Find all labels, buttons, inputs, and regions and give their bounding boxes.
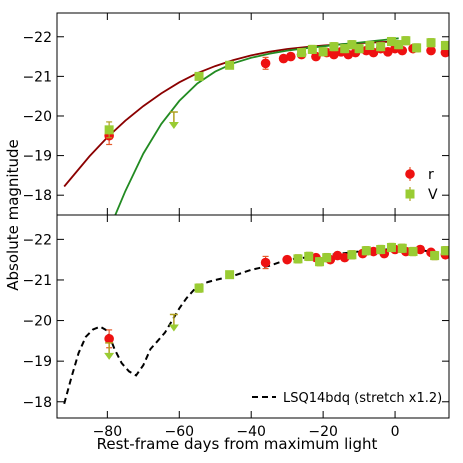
bottom-panel: −80 −60 −40 −20 0 −22 −21 −20 −19 −18 LSQ14bdq (st…: [22, 214, 450, 440]
series-v-upper-limit: [168, 111, 179, 130]
series-v-point: [401, 36, 411, 46]
series-v-point: [397, 243, 407, 253]
y-tick-label: −19: [22, 354, 52, 370]
series-r-point: [278, 53, 289, 64]
series-r-point: [260, 58, 271, 69]
y-tick-label: −21: [22, 273, 52, 289]
legend: rV: [405, 167, 438, 203]
model-curve: [63, 247, 449, 405]
series-v-point: [315, 257, 325, 267]
series-v-point: [322, 253, 332, 263]
series-v-point: [194, 283, 204, 293]
x-tick-label: −60: [165, 424, 195, 440]
x-axis-label: Rest-frame days from maximum light: [97, 435, 378, 453]
series-v-point: [225, 270, 235, 280]
legend-label-r: r: [428, 167, 434, 183]
series-r-point: [368, 246, 379, 257]
y-tick-label: −20: [22, 314, 52, 330]
series-v-point: [440, 246, 449, 256]
series-v-point: [440, 40, 449, 50]
series-v-point: [194, 71, 204, 81]
series-v-point: [225, 60, 235, 70]
series-r-point: [415, 244, 426, 255]
top-panel: −22 −21 −20 −19 −18 rV: [22, 12, 450, 216]
legend-marker-r: [405, 169, 415, 179]
series-v-point: [329, 42, 339, 52]
series-r-point: [383, 47, 393, 57]
series-v-upper-limit: [104, 342, 115, 360]
y-tick-label: −18: [22, 395, 52, 411]
y-tick-label: −22: [22, 30, 52, 46]
series-r-point: [440, 47, 449, 58]
series-v-point: [104, 125, 114, 135]
series-r-point: [260, 257, 271, 268]
series-v-point: [361, 246, 371, 256]
series-r-point: [282, 254, 292, 265]
y-tick-label: −20: [22, 109, 52, 125]
series-r-point: [311, 51, 321, 62]
y-tick-label: −18: [22, 188, 52, 204]
series-v-point: [293, 254, 303, 264]
series-v-point: [408, 247, 418, 257]
series-v-point: [430, 251, 440, 261]
series-v-point: [376, 42, 386, 52]
plot-area: [63, 36, 449, 215]
series-v-point: [412, 43, 422, 53]
series-v-point: [386, 242, 396, 252]
plot-area: [63, 242, 449, 405]
x-tick-label: −20: [308, 424, 338, 440]
y-tick-label: −19: [22, 149, 52, 165]
series-v-point: [318, 47, 328, 57]
series-v-upper-limit: [168, 313, 179, 332]
series-r-point: [285, 51, 296, 62]
y-tick-label: −21: [22, 69, 52, 85]
series-r-point: [339, 252, 350, 263]
x-tick-label: −80: [93, 424, 123, 440]
series-v-point: [394, 40, 404, 50]
series-r-point: [104, 334, 114, 344]
legend-marker-v: [405, 189, 415, 199]
series-v-point: [340, 44, 350, 54]
y-tick-label: −22: [22, 232, 52, 248]
series-v-point: [347, 40, 357, 50]
x-tick-label: 0: [391, 424, 400, 440]
legend-label-lsq14bdq: LSQ14bdq (stretch x1.2): [283, 391, 442, 406]
series-r-point: [368, 47, 379, 58]
series-v-point: [365, 40, 375, 50]
series-r-point: [329, 49, 339, 60]
series-v-point: [297, 48, 307, 58]
series-r-point: [426, 45, 436, 56]
x-tick-label: −40: [236, 424, 266, 440]
series-v-point: [386, 37, 396, 47]
y-axis-label: Absolute magnitude: [4, 139, 22, 290]
series-v-point: [307, 44, 317, 54]
series-v-point: [426, 38, 436, 48]
series-r-point: [332, 250, 343, 261]
model-curve: [114, 37, 399, 215]
legend: LSQ14bdq (stretch x1.2): [252, 391, 442, 406]
series-v-point: [376, 245, 386, 255]
series-v-point: [354, 44, 364, 54]
axes-frame: [56, 214, 450, 419]
series-v-point: [347, 250, 357, 260]
series-v-point: [304, 251, 314, 261]
legend-label-v: V: [428, 187, 438, 203]
